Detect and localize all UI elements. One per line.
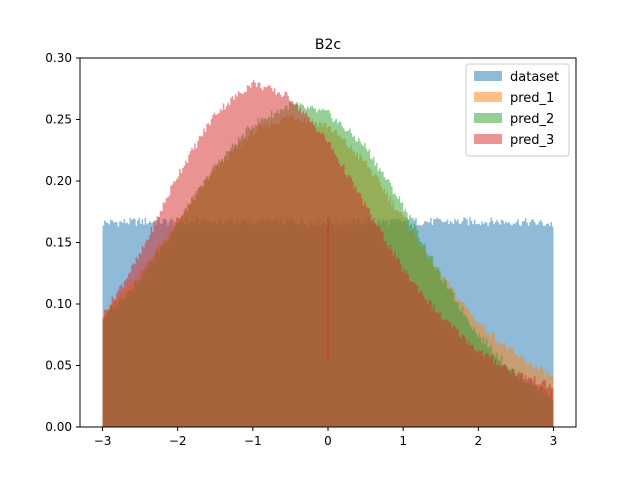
legend-label-pred_1: pred_1 (510, 91, 554, 106)
x-tick-label: −1 (244, 434, 262, 448)
y-tick-label: 0.15 (45, 236, 72, 250)
chart-title: B2c (315, 37, 341, 53)
axes: −3 −2 −1 0 1 2 3 0.00 0.05 0.10 0.15 0.20 0.25 0.30 (45, 51, 577, 448)
legend-box (465, 63, 570, 157)
y-tick-label: 0.30 (45, 51, 72, 65)
legend-label-pred_3: pred_3 (510, 133, 554, 148)
y-tick-label: 0.05 (45, 359, 72, 373)
legend: dataset pred_1 pred_2 pred_3 (465, 63, 570, 157)
x-tick-label: 1 (399, 434, 407, 448)
y-tick-label: 0.20 (45, 174, 72, 188)
legend-label-dataset: dataset (510, 70, 559, 85)
x-tick-label: 3 (550, 434, 558, 448)
legend-swatch-pred_3 (474, 134, 502, 144)
x-tick-label: 0 (324, 434, 332, 448)
legend-swatch-pred_2 (474, 113, 502, 123)
legend-label-pred_2: pred_2 (510, 112, 554, 127)
legend-swatch-dataset (474, 71, 502, 81)
y-tick-label: 0.00 (45, 420, 72, 434)
x-tick-label: 2 (474, 434, 482, 448)
y-tick-label: 0.25 (45, 113, 72, 127)
y-tick-label: 0.10 (45, 297, 72, 311)
x-tick-label: −2 (169, 434, 187, 448)
legend-swatch-pred_1 (474, 92, 502, 102)
x-tick-label: −3 (94, 434, 112, 448)
